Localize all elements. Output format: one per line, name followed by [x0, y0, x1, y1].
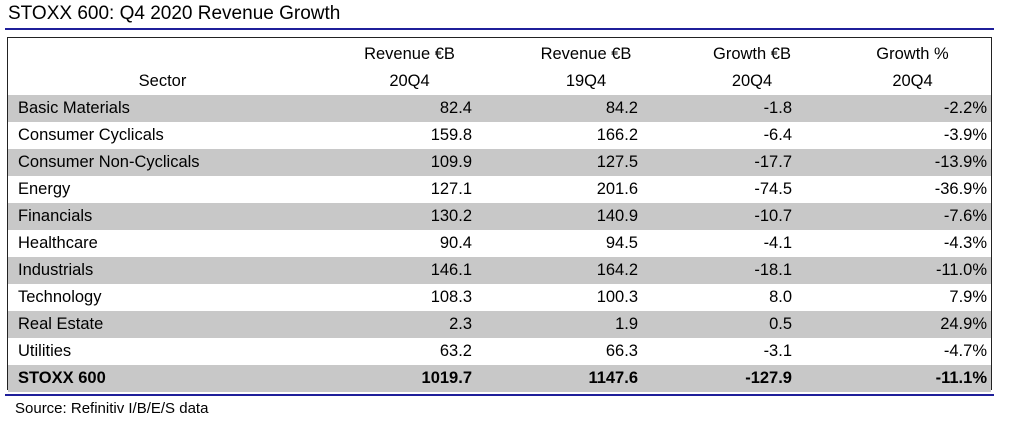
column-header-line1: Growth % [876, 45, 949, 63]
revenue-20q4-cell: 109.9 [317, 149, 502, 176]
revenue-20q4-cell: 82.4 [317, 95, 502, 122]
growth-eur-cell: -17.7 [670, 149, 834, 176]
sector-cell: Utilities [18, 342, 72, 360]
revenue-20q4-cell: 159.8 [430, 126, 472, 144]
revenue-19q4-cell: 201.6 [596, 180, 638, 198]
sector-cell: Basic Materials [8, 95, 317, 122]
table-frame: Sector Revenue €B 20Q4 Revenue €B 19Q4 G… [7, 37, 992, 392]
revenue-19q4-cell: 84.2 [502, 95, 670, 122]
sector-cell: Industrials [8, 257, 317, 284]
growth-eur-cell: -3.1 [763, 342, 792, 360]
table-row: Real Estate 2.3 1.9 0.5 24.9% [8, 311, 991, 338]
table-row: Financials 130.2 140.9 -10.7 -7.6% [8, 203, 991, 230]
revenue-20q4-cell: 130.2 [317, 203, 502, 230]
total-row: STOXX 600 1019.7 1147.6 -127.9 -11.1% [8, 365, 991, 392]
revenue-19q4-cell: 127.5 [502, 149, 670, 176]
column-header-growth-eur: Growth €B 20Q4 [670, 38, 834, 95]
revenue-20q4-cell: 108.3 [430, 288, 472, 306]
revenue-20q4-cell: 90.4 [439, 234, 472, 252]
total-growth-eur-cell: -127.9 [670, 365, 834, 392]
table-row: Technology 108.3 100.3 8.0 7.9% [8, 284, 991, 311]
column-header-revenue-19q4: Revenue €B 19Q4 [502, 38, 670, 95]
column-header-line2: 20Q4 [389, 72, 430, 90]
source-note: Source: Refinitiv I/B/E/S data [15, 400, 209, 417]
revenue-20q4-cell: 2.3 [317, 311, 502, 338]
total-label-cell: STOXX 600 [8, 365, 317, 392]
growth-eur-cell: 8.0 [769, 288, 792, 306]
revenue-20q4-cell: 63.2 [439, 342, 472, 360]
revenue-19q4-cell: 140.9 [502, 203, 670, 230]
table-row: Consumer Non-Cyclicals 109.9 127.5 -17.7… [8, 149, 991, 176]
growth-pct-cell: -3.9% [943, 126, 987, 144]
table-row: Energy 127.1 201.6 -74.5 -36.9% [8, 176, 991, 203]
table-row: Industrials 146.1 164.2 -18.1 -11.0% [8, 257, 991, 284]
growth-eur-cell: -4.1 [763, 234, 792, 252]
sector-cell: Consumer Non-Cyclicals [8, 149, 317, 176]
growth-eur-cell: 0.5 [670, 311, 834, 338]
column-header-line1: Revenue €B [540, 45, 632, 63]
growth-eur-cell: -74.5 [754, 180, 792, 198]
sector-cell: Energy [18, 180, 71, 198]
total-growth-pct-cell: -11.1% [834, 365, 991, 392]
source-divider [5, 394, 994, 396]
total-revenue-19q4-cell: 1147.6 [502, 365, 670, 392]
table-row: Basic Materials 82.4 84.2 -1.8 -2.2% [8, 95, 991, 122]
table-row: Healthcare 90.4 94.5 -4.1 -4.3% [8, 230, 991, 257]
column-header-line2: 19Q4 [565, 72, 607, 90]
column-header-revenue-20q4: Revenue €B 20Q4 [317, 38, 502, 95]
growth-pct-cell: 24.9% [834, 311, 991, 338]
revenue-19q4-cell: 164.2 [502, 257, 670, 284]
total-revenue-20q4-cell: 1019.7 [317, 365, 502, 392]
revenue-20q4-cell: 127.1 [430, 180, 472, 198]
table-row: Utilities 63.2 66.3 -3.1 -4.7% [8, 338, 991, 365]
column-header-sector-line1 [8, 41, 317, 68]
revenue-19q4-cell: 1.9 [502, 311, 670, 338]
growth-eur-cell: -1.8 [670, 95, 834, 122]
sector-cell: Real Estate [8, 311, 317, 338]
revenue-19q4-cell: 100.3 [596, 288, 638, 306]
growth-pct-cell: -4.7% [943, 342, 987, 360]
revenue-20q4-cell: 146.1 [317, 257, 502, 284]
header-row: Sector Revenue €B 20Q4 Revenue €B 19Q4 G… [8, 38, 991, 95]
column-header-line2: 20Q4 [731, 72, 773, 90]
growth-pct-cell: -7.6% [834, 203, 991, 230]
growth-eur-cell: -18.1 [670, 257, 834, 284]
growth-pct-cell: -36.9% [934, 180, 987, 198]
page-title: STOXX 600: Q4 2020 Revenue Growth [8, 3, 341, 24]
revenue-table: Sector Revenue €B 20Q4 Revenue €B 19Q4 G… [8, 38, 991, 392]
sector-cell: Technology [18, 288, 102, 306]
revenue-19q4-cell: 66.3 [605, 342, 638, 360]
column-header-sector: Sector [8, 38, 317, 95]
growth-eur-cell: -10.7 [670, 203, 834, 230]
column-header-line2: 20Q4 [892, 72, 933, 90]
growth-pct-cell: -2.2% [834, 95, 991, 122]
column-header-growth-pct: Growth % 20Q4 [834, 38, 991, 95]
growth-pct-cell: -4.3% [943, 234, 987, 252]
sector-cell: Consumer Cyclicals [18, 126, 164, 144]
growth-pct-cell: -11.0% [834, 257, 991, 284]
table-row: Consumer Cyclicals 159.8 166.2 -6.4 -3.9… [8, 122, 991, 149]
revenue-19q4-cell: 94.5 [605, 234, 638, 252]
title-divider [5, 28, 994, 30]
sector-cell: Financials [8, 203, 317, 230]
growth-pct-cell: 7.9% [949, 288, 987, 306]
sector-cell: Healthcare [18, 234, 98, 252]
revenue-19q4-cell: 166.2 [596, 126, 638, 144]
column-header-sector-line2: Sector [138, 72, 187, 90]
growth-pct-cell: -13.9% [834, 149, 991, 176]
column-header-line1: Growth €B [713, 45, 791, 63]
column-header-line1: Revenue €B [364, 45, 455, 63]
growth-eur-cell: -6.4 [763, 126, 792, 144]
